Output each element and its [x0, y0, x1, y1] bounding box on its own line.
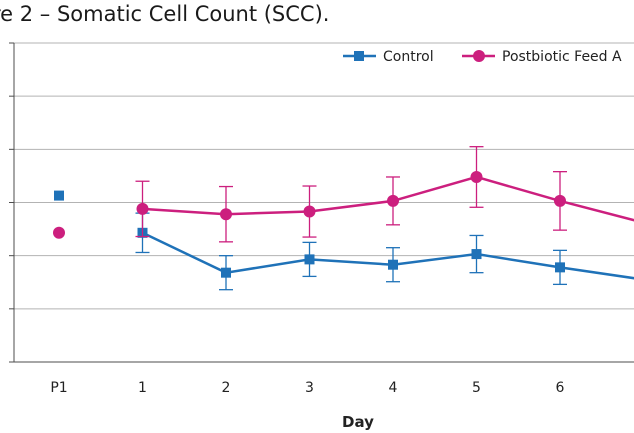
series-0: [54, 190, 634, 291]
data-point: [220, 208, 232, 221]
tick-labels: P11234567: [50, 380, 565, 396]
legend-control-label: Control: [383, 49, 434, 65]
x-axis-title: Day: [342, 413, 374, 431]
data-point: [136, 202, 149, 215]
grid-lines: [14, 42, 634, 310]
data-point: [53, 226, 65, 239]
x-tick-label: 5: [472, 380, 481, 396]
data-point: [303, 205, 316, 218]
legend-control-marker: [354, 51, 364, 61]
legend-postbiotic-label: Postbiotic Feed A: [502, 49, 622, 65]
series-layer: [53, 146, 634, 291]
data-point: [554, 194, 566, 207]
data-point: [304, 254, 315, 265]
data-point: [54, 190, 64, 201]
x-tick-label: 4: [389, 380, 398, 396]
data-point: [221, 267, 231, 278]
chart-title: re 2 – Somatic Cell Count (SCC).: [0, 2, 330, 26]
data-point: [470, 170, 483, 183]
legend: Control Postbiotic Feed A: [343, 49, 622, 65]
series-1: [53, 146, 634, 243]
data-point: [388, 259, 398, 270]
x-tick-label: 6: [556, 380, 565, 396]
x-tick-label: P1: [50, 380, 67, 396]
axes: [9, 42, 634, 363]
data-point: [471, 249, 482, 260]
x-tick-label: 1: [138, 380, 147, 396]
legend-postbiotic-marker: [473, 50, 485, 62]
x-tick-label: 2: [222, 380, 231, 396]
data-point: [555, 262, 565, 273]
data-point: [387, 194, 399, 207]
x-tick-label: 3: [305, 380, 314, 396]
